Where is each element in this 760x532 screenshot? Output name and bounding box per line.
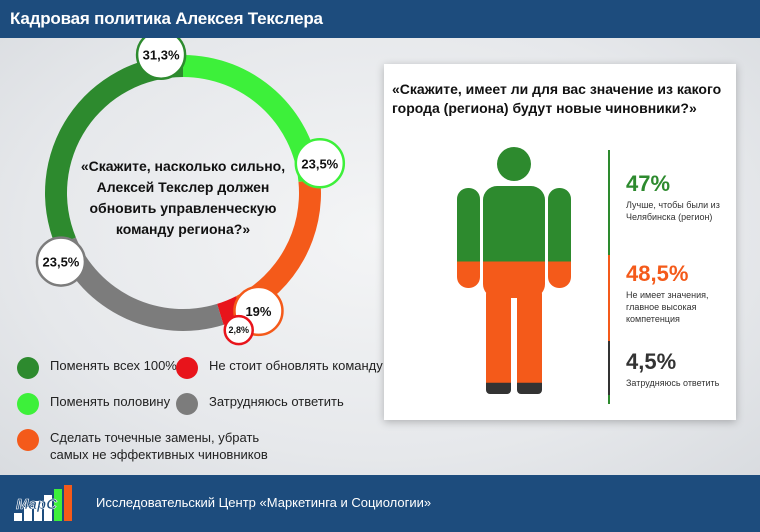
label-bubble — [223, 314, 254, 346]
stat-value: 47% — [626, 171, 671, 196]
panel-question: «Скажите, имеет ли для вас значение из к… — [392, 81, 722, 116]
stat-value: 4,5% — [626, 349, 677, 374]
label-replace-half: 23,5% — [294, 138, 346, 189]
ring-chart: 31,3% 23,5% 19% 2,8% 23,5% «Скажите, насколь… — [35, 38, 346, 346]
figure-band-local — [457, 147, 571, 262]
stat-desc-line: главное высокая компетенция — [626, 302, 697, 324]
person-figure — [457, 147, 571, 394]
segment-spot-replace — [235, 179, 322, 316]
page-title: Кадровая политика Алексея Текслера — [10, 9, 323, 28]
label-no-update: 2,8% — [223, 314, 254, 346]
legend-label: Затрудняюсь ответить — [209, 394, 344, 409]
stat-competence: 48,5% Не имеет значения, главное высокая… — [626, 262, 736, 325]
ring-question-line: Алексей Текслер должен — [97, 179, 270, 195]
figure-fill — [457, 147, 571, 394]
legend-label: Не стоит обновлять команду — [209, 358, 383, 373]
footer-caption: Исследовательский Центр «Маркетинга и Со… — [96, 495, 432, 510]
legend-item-replace-half: Поменять половину — [17, 393, 170, 415]
legend-swatch — [17, 357, 39, 379]
legend-swatch — [17, 429, 39, 451]
stat-desc-line: Лучше, чтобы были из — [626, 200, 720, 210]
label-replace-all: 31,3% — [135, 38, 187, 80]
ring-labels: 31,3% 23,5% 19% 2,8% 23,5% — [35, 38, 346, 346]
legend-label: Сделать точечные замены, убрать самых не… — [50, 430, 268, 462]
header-bar: Кадровая политика Алексея Текслера — [0, 0, 760, 38]
legend-label: Поменять всех 100% — [50, 358, 177, 373]
stat-value: 48,5% — [626, 261, 689, 286]
stat-unsure: 4,5% Затрудняюсь ответить — [626, 350, 719, 389]
label-text: 19% — [245, 304, 271, 319]
ring-question: «Скажите, насколько сильно, Алексей Тексл… — [81, 158, 285, 237]
legend-swatch — [176, 393, 198, 415]
figure-band-unsure — [457, 382, 571, 394]
label-text: 31,3% — [143, 48, 180, 63]
ring-question-line: команду региона?» — [116, 221, 250, 237]
legend-swatch — [176, 357, 198, 379]
legend-label: Поменять половину — [50, 394, 171, 409]
stat-desc-line: Затрудняюсь ответить — [626, 378, 720, 388]
stat-local: 47% Лучше, чтобы были из Челябинска (рег… — [626, 172, 720, 223]
ring-question-line: «Скажите, насколько сильно, — [81, 158, 285, 174]
figure-band-competence — [457, 261, 571, 384]
mars-logo: МарС — [14, 485, 72, 521]
legend-item-spot-replace: Сделать точечные замены, убрать самых не… — [17, 429, 317, 463]
segment-replace-all — [44, 55, 184, 246]
legend-item-replace-all: Поменять всех 100% — [17, 357, 177, 379]
label-unsure: 23,5% — [35, 236, 87, 287]
logo-text: МарС — [16, 496, 58, 513]
stat-desc-line: Не имеет значения, — [626, 290, 709, 300]
label-text: 23,5% — [301, 156, 338, 171]
question-panel: «Скажите, имеет ли для вас значение из к… — [384, 64, 736, 420]
stat-divider-line — [608, 341, 610, 395]
footer-bar: МарС Исследовательский Центр «Маркетинга… — [0, 475, 760, 532]
label-text: 23,5% — [43, 255, 80, 270]
ring-question-line: обновить управленческую — [90, 200, 277, 216]
label-bubble — [35, 236, 87, 287]
legend-swatch — [17, 393, 39, 415]
label-bubble — [294, 138, 346, 189]
label-text: 2,8% — [228, 325, 249, 335]
label-bubble — [135, 38, 187, 80]
legend-item-unsure: Затрудняюсь ответить — [176, 393, 344, 415]
legend-item-no-update: Не стоит обновлять команду — [176, 357, 383, 379]
stat-desc-line: Челябинска (регион) — [626, 212, 713, 222]
stat-divider-line — [608, 255, 610, 341]
